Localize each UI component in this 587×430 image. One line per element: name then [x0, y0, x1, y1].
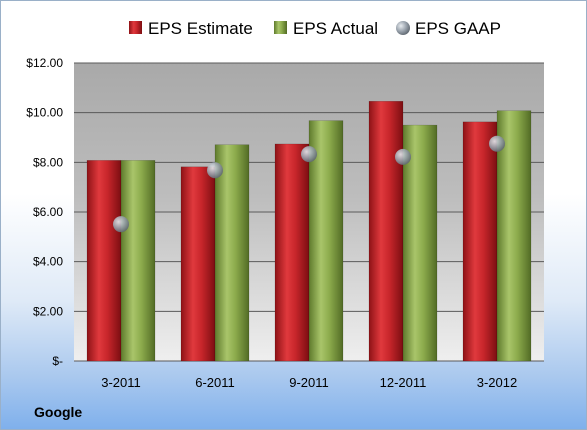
x-category-label: 12-2011	[380, 375, 427, 390]
y-tick-label: $4.00	[33, 255, 63, 269]
legend-marker-eps-gaap	[396, 21, 410, 35]
bar-eps-estimate	[86, 160, 122, 362]
y-tick-label: $2.00	[33, 304, 63, 318]
marker-eps-gaap	[207, 162, 223, 179]
bar-eps-estimate	[462, 121, 498, 362]
x-category-label: 3-2012	[477, 375, 517, 390]
company-label: Google	[34, 404, 82, 420]
y-tick-label: $10.00	[26, 106, 63, 120]
bar-eps-actual	[214, 144, 250, 362]
marker-eps-gaap	[301, 146, 317, 163]
bar-eps-actual	[120, 160, 156, 362]
bars	[86, 100, 532, 362]
legend-swatch-eps-estimate	[129, 21, 142, 34]
y-tick-label: $6.00	[33, 205, 63, 219]
bar-eps-actual	[308, 120, 344, 362]
marker-eps-gaap	[489, 135, 505, 152]
gaap-markers	[113, 135, 505, 233]
x-category-label: 6-2011	[195, 375, 235, 390]
y-tick-label: $-	[52, 354, 63, 368]
bar-eps-actual	[496, 110, 532, 362]
x-category-label: 9-2011	[289, 375, 329, 390]
bar-eps-actual	[402, 124, 438, 362]
y-tick-label: $12.00	[26, 56, 63, 70]
legend-swatch-eps-actual	[274, 21, 287, 34]
y-tick-label: $8.00	[33, 155, 63, 169]
legend-label-eps-gaap: EPS GAAP	[415, 19, 501, 38]
bar-eps-estimate	[368, 100, 404, 362]
x-category-label: 3-2011	[101, 375, 141, 390]
legend-label-eps-estimate: EPS Estimate	[148, 19, 253, 38]
marker-eps-gaap	[113, 216, 129, 233]
legend: EPS Estimate EPS Actual EPS GAAP	[129, 19, 501, 38]
marker-eps-gaap	[395, 148, 411, 165]
bar-eps-estimate	[274, 143, 310, 362]
bar-eps-estimate	[180, 166, 216, 362]
y-axis-ticks: $- $2.00 $4.00 $6.00 $8.00 $10.00 $12.00	[26, 56, 63, 368]
legend-label-eps-actual: EPS Actual	[293, 19, 378, 38]
x-axis-categories: 3-2011 6-2011 9-2011 12-2011 3-2012	[101, 375, 517, 390]
